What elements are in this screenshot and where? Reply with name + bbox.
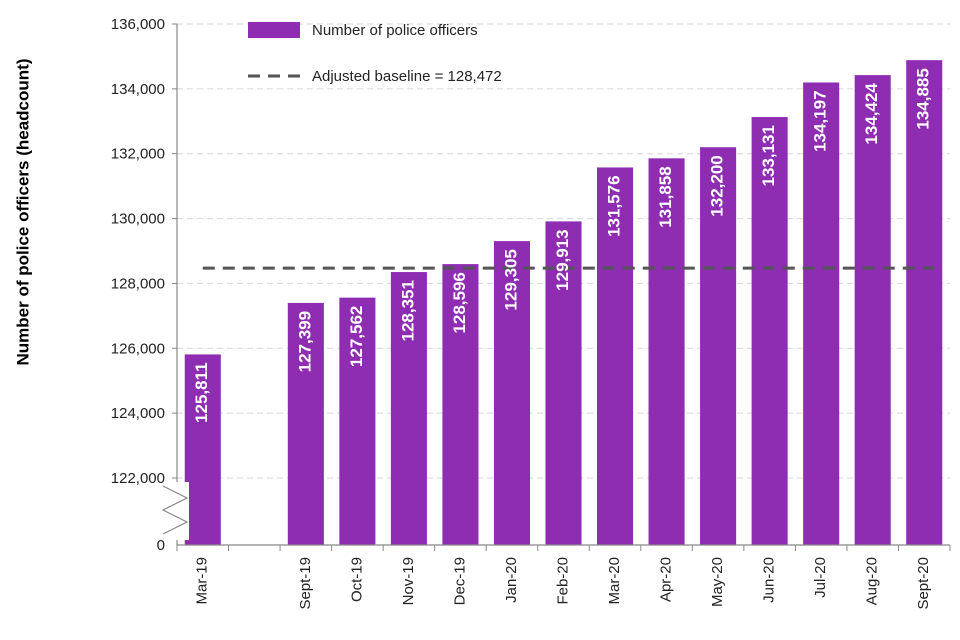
bar-value-label: 127,562 — [347, 306, 366, 367]
bar-value-label: 128,596 — [450, 272, 469, 333]
legend-baseline-label: Adjusted baseline = 128,472 — [312, 68, 502, 85]
bar-value-label: 133,131 — [759, 125, 778, 186]
y-tick-label: 136,000 — [111, 16, 165, 33]
bar-value-label: 132,200 — [708, 155, 727, 216]
x-tick-label: Nov-19 — [400, 557, 417, 605]
bar — [751, 117, 788, 546]
bar — [390, 272, 427, 545]
bar — [545, 221, 582, 546]
y-tick-label-zero: 0 — [157, 537, 165, 554]
bar — [854, 75, 891, 546]
x-tick-label: Sept-20 — [915, 557, 932, 610]
y-tick-label: 124,000 — [111, 405, 165, 422]
bar — [287, 302, 324, 545]
x-tick-label: Apr-20 — [658, 557, 675, 602]
x-tick-label: Jun-20 — [761, 557, 778, 603]
x-tick-label: Dec-19 — [451, 557, 468, 605]
bar-value-label: 128,351 — [398, 280, 417, 341]
bar — [596, 167, 634, 546]
axis-break-icon — [161, 485, 189, 535]
x-tick-label: Oct-19 — [348, 557, 365, 602]
bar-value-label: 134,197 — [811, 90, 830, 151]
x-tick-label: Mar-20 — [606, 557, 623, 605]
bar-value-label: 129,913 — [553, 229, 572, 290]
legend-bar-swatch — [248, 22, 300, 38]
bar — [700, 147, 737, 545]
y-axis-label: Number of police officers (headcount) — [13, 59, 32, 366]
bar-value-label: 134,424 — [862, 83, 881, 145]
y-tick-label: 122,000 — [111, 470, 165, 487]
legend-bar-label: Number of police officers — [312, 22, 478, 39]
y-tick-label: 128,000 — [111, 275, 165, 292]
bar-value-label: 134,885 — [914, 68, 933, 129]
x-tick-label: Jul-20 — [812, 557, 829, 598]
bar-value-labels: 125,811 127,399 127,562 128,351 128,596 129,3… — [192, 68, 932, 423]
axis-break-mask — [163, 482, 189, 540]
x-tick-label: May-20 — [709, 557, 726, 607]
bar-value-label: 125,811 — [192, 362, 211, 423]
bar — [906, 60, 943, 545]
bar — [442, 264, 479, 545]
bar — [493, 241, 531, 545]
bar — [648, 158, 685, 545]
x-tick-label: Feb-20 — [554, 557, 571, 605]
bar — [803, 82, 840, 545]
y-tick-label: 134,000 — [111, 81, 165, 98]
y-tick-label: 130,000 — [111, 211, 165, 228]
x-tick-label: Sept-19 — [297, 557, 314, 610]
bar-value-label: 129,305 — [501, 249, 520, 310]
axes: 122,000 124,000 126,000 128,000 130,000 132,0… — [111, 16, 951, 610]
y-tick-label: 126,000 — [111, 340, 165, 357]
y-tick-label: 132,000 — [111, 146, 165, 163]
bar-value-label: 131,858 — [656, 166, 675, 227]
bar — [184, 354, 221, 545]
x-tick-label: Jan-20 — [503, 557, 520, 603]
bar — [339, 297, 376, 545]
x-tick-label: Aug-20 — [864, 557, 881, 605]
legend: Number of police officers Adjusted basel… — [248, 22, 502, 85]
bar-value-label: 127,399 — [295, 311, 314, 372]
bars — [184, 60, 943, 546]
x-tick-label: Mar-19 — [194, 557, 211, 605]
bar-value-label: 131,576 — [605, 175, 624, 236]
